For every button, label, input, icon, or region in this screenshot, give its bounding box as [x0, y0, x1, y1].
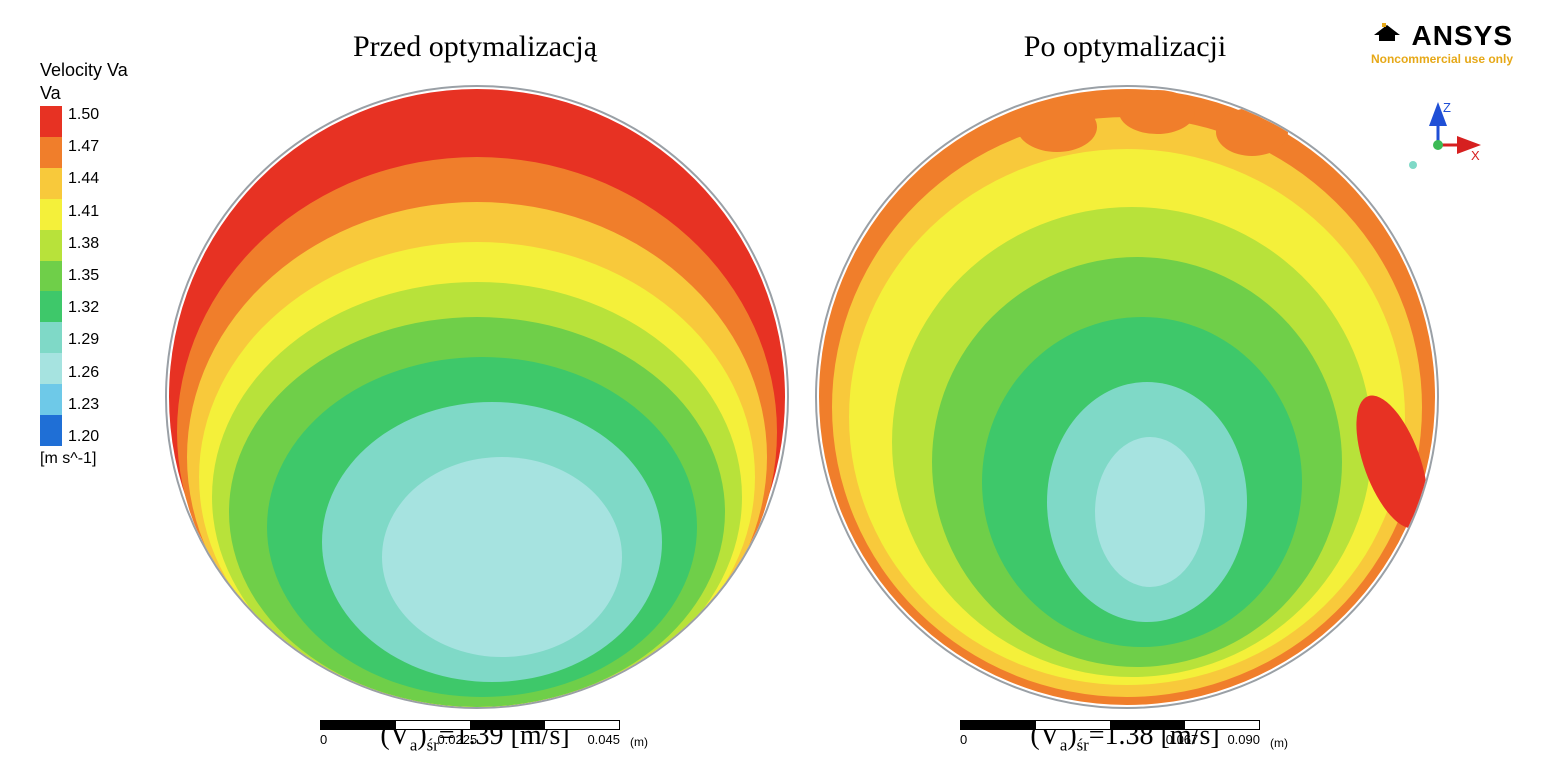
contour-band [382, 457, 622, 657]
legend-tick-label: 1.41 [68, 203, 99, 221]
legend-tick-label: 1.35 [68, 267, 99, 285]
legend-tick-label: 1.23 [68, 396, 99, 414]
contour-band [1095, 437, 1205, 587]
ansys-cap-icon [1370, 20, 1404, 52]
scalebar-unit: (m) [630, 735, 648, 749]
scalebar-right: 00.0670.090(m) [960, 720, 1260, 748]
legend-tick-label: 1.29 [68, 331, 99, 349]
legend-tick-label: 1.32 [68, 299, 99, 317]
contour-blob [1017, 102, 1097, 152]
scalebar-tick: 0.0225 [437, 732, 477, 747]
scalebar-unit: (m) [1270, 736, 1288, 750]
legend-tick-label: 1.20 [68, 428, 99, 446]
ansys-logo: ANSYS Noncommercial use only [1370, 20, 1513, 66]
legend-unit: [m s^-1] [40, 450, 180, 468]
legend-tick-label: 1.50 [68, 106, 99, 124]
ansys-tagline: Noncommercial use only [1370, 52, 1513, 66]
scalebar-tick: 0.090 [1227, 732, 1260, 747]
contour-blob [1216, 108, 1288, 156]
right-plot-title: Po optymalizacji [925, 30, 1325, 64]
legend-tick-label: 1.26 [68, 364, 99, 382]
legend-title-2: Va [40, 83, 180, 104]
axis-triad-icon: Z X [1393, 100, 1483, 195]
ansys-brand-text: ANSYS [1412, 20, 1513, 51]
legend-scale: 1.50 1.47 1.44 1.41 1.38 1.35 1.32 1.29 1.26 1.23… [40, 106, 180, 446]
scalebar-tick: 0.045 [587, 732, 620, 747]
contour-blob [1119, 90, 1195, 134]
scalebar-left: 00.02250.045(m) [320, 720, 620, 747]
legend-tick-label: 1.47 [68, 138, 99, 156]
left-plot-title: Przed optymalizacją [275, 30, 675, 64]
scalebar-tick: 0 [320, 732, 327, 747]
scalebar-tick: 0 [960, 732, 967, 747]
axis-z-label: Z [1443, 100, 1451, 115]
legend-tick-label: 1.38 [68, 235, 99, 253]
legend-tick-label: 1.44 [68, 170, 99, 188]
legend-title-1: Velocity Va [40, 60, 180, 81]
color-legend: Velocity Va Va 1.501.471.441.411.381.351… [40, 60, 180, 468]
scalebar-tick: 0.067 [1166, 732, 1199, 747]
axis-x-label: X [1471, 148, 1480, 163]
